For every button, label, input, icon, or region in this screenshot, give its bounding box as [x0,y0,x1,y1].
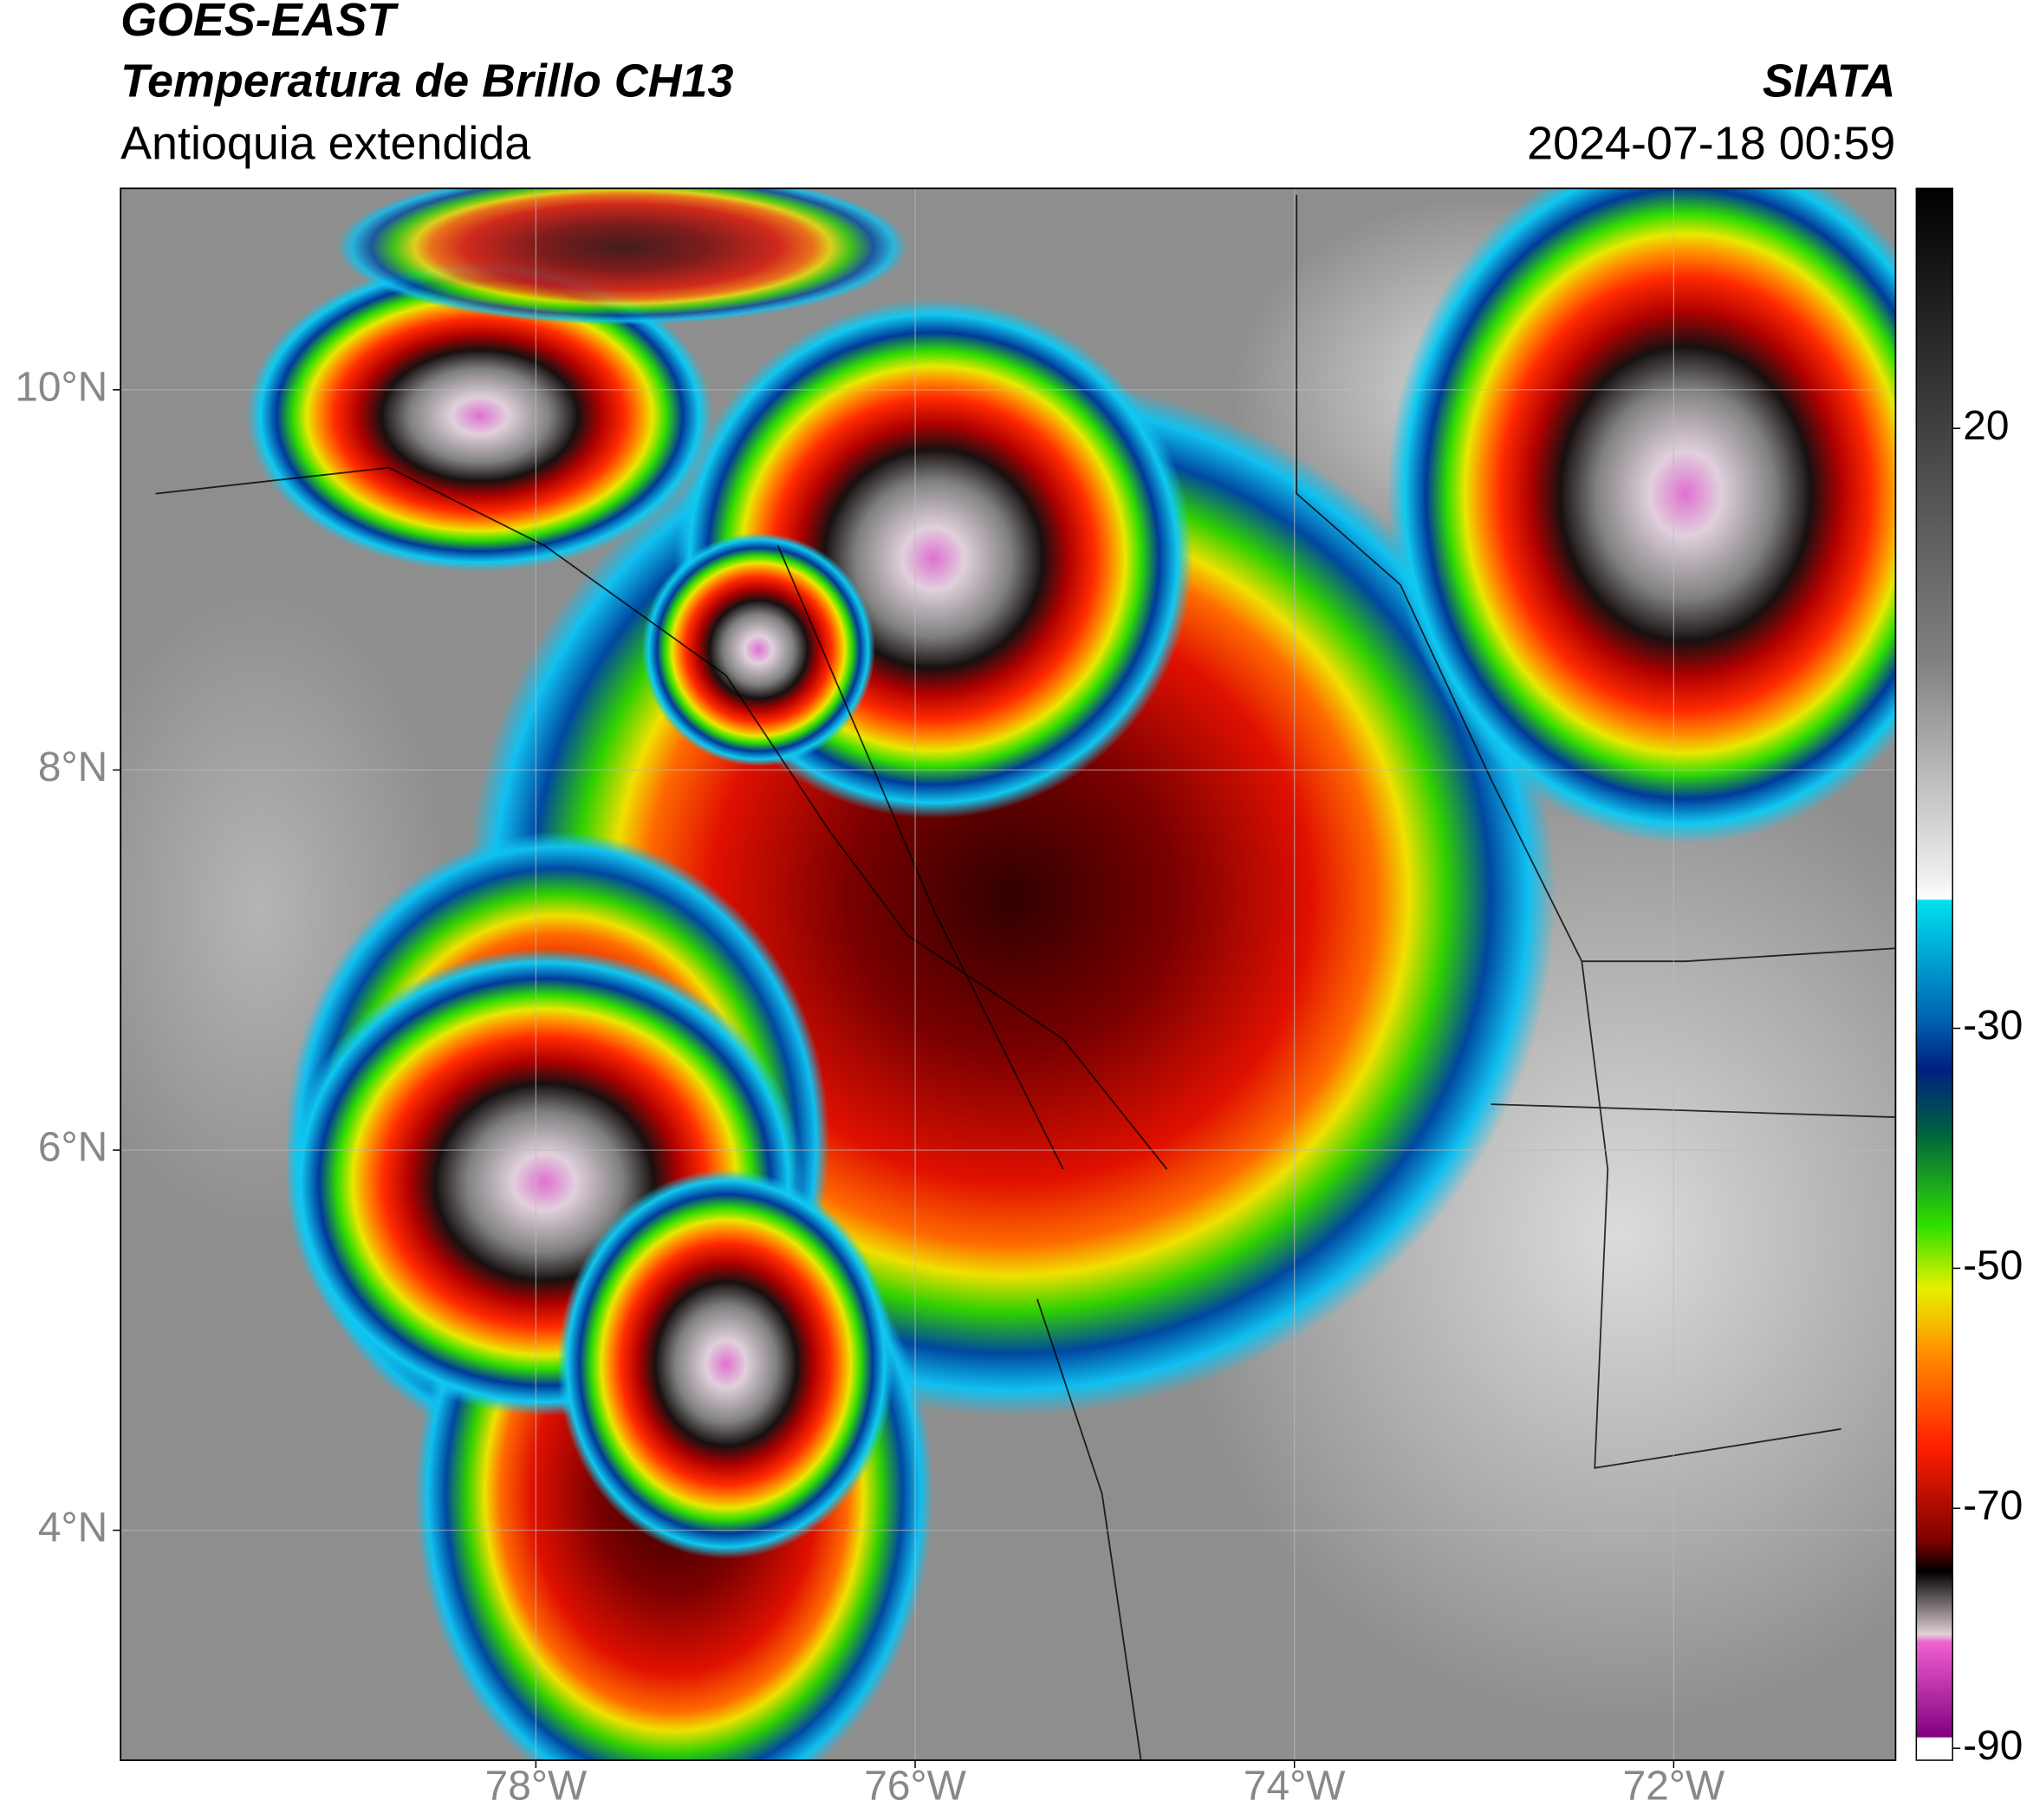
y-tick-label: 6°N [38,1125,107,1171]
subtitle: Temperatura de Brillo CH13 [120,55,733,107]
colorbar-tick-label: -70 [1963,1483,2023,1529]
x-tick-label: 76°W [864,1764,966,1810]
colorbar-tick-label: -30 [1963,1003,2023,1049]
colorbar-tick-label: -90 [1963,1723,2023,1769]
x-tick-label: 72°W [1623,1764,1725,1810]
colorbar [1915,187,1953,1761]
colorbar-tick-label: 20 [1963,403,2009,449]
title: GOES-EAST [120,0,399,46]
colorbar-tick-label: -50 [1963,1243,2023,1289]
satellite-image [120,188,1896,1761]
y-tick-label: 8°N [38,744,107,790]
x-tick-label: 78°W [485,1764,588,1810]
datetime: 2024-07-18 00:59 [1527,118,1895,170]
y-tick-label: 4°N [38,1505,107,1550]
x-tick-label: 74°W [1244,1764,1346,1810]
grid [120,188,1896,1761]
map-frame [120,187,1897,1761]
source: SIATA [1763,55,1896,107]
y-tick-label: 10°N [15,364,107,410]
region: Antioquia extendida [120,118,530,170]
